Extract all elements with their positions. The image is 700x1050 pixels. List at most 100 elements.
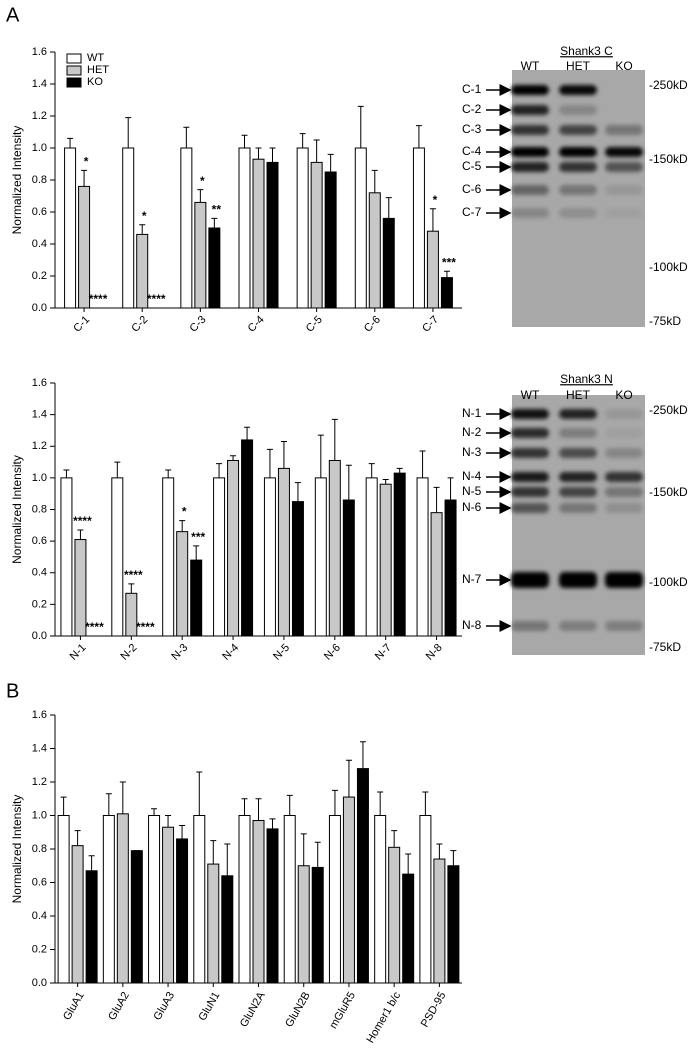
x-tick-label: C-7 bbox=[420, 314, 441, 335]
bar bbox=[194, 201, 207, 309]
panel-label: B bbox=[6, 680, 19, 702]
bar bbox=[180, 147, 193, 309]
size-marker: -100kD bbox=[649, 575, 688, 589]
error-bar bbox=[74, 830, 81, 846]
band-label: C-3 bbox=[462, 122, 482, 136]
bar bbox=[85, 870, 98, 984]
error-bar bbox=[433, 486, 440, 513]
bar bbox=[221, 875, 234, 984]
y-tick-label: 0.8 bbox=[32, 174, 47, 186]
bar bbox=[207, 863, 220, 984]
legend-swatch bbox=[66, 65, 82, 76]
blot-band bbox=[511, 125, 549, 135]
blot-band bbox=[559, 428, 597, 438]
y-tick-label: 0.0 bbox=[32, 302, 47, 314]
lane-label: WT bbox=[521, 59, 540, 73]
bar bbox=[60, 477, 73, 637]
bar bbox=[148, 815, 161, 984]
blot-band bbox=[559, 85, 597, 95]
error-bar bbox=[165, 815, 172, 828]
blot-band bbox=[605, 208, 643, 218]
blot-band bbox=[559, 448, 597, 458]
x-tick-label: Homer1 b/c bbox=[364, 990, 403, 1046]
error-bar bbox=[357, 105, 364, 148]
bar bbox=[102, 815, 115, 984]
bar bbox=[324, 171, 337, 309]
panel-label: A bbox=[6, 4, 20, 26]
error-bar bbox=[197, 189, 204, 203]
error-bar bbox=[368, 463, 375, 478]
legend-swatch bbox=[66, 53, 82, 64]
error-bar bbox=[114, 461, 121, 478]
y-tick-label: 0.0 bbox=[32, 977, 47, 989]
blot-band bbox=[511, 147, 549, 157]
x-tick-label: PSD-95 bbox=[419, 990, 449, 1029]
blot-band bbox=[559, 208, 597, 218]
bar bbox=[297, 865, 310, 984]
bar bbox=[266, 828, 279, 984]
blot-band bbox=[559, 105, 597, 115]
significance-label: **** bbox=[124, 568, 143, 582]
bar bbox=[433, 858, 446, 984]
size-marker: -250kD bbox=[649, 78, 688, 92]
y-tick-label: 0.6 bbox=[32, 206, 47, 218]
lane-label: KO bbox=[615, 388, 632, 402]
x-tick-label: C-1 bbox=[71, 314, 92, 335]
bar bbox=[238, 147, 251, 309]
x-tick-label: N-1 bbox=[68, 642, 89, 663]
bar bbox=[354, 147, 367, 309]
error-bar bbox=[105, 793, 112, 816]
blot-band bbox=[511, 105, 549, 115]
bar bbox=[176, 531, 189, 637]
band-label: N-7 bbox=[462, 572, 482, 586]
error-bar bbox=[269, 818, 276, 829]
y-tick-label: 1.0 bbox=[32, 809, 47, 821]
error-bar bbox=[211, 217, 218, 228]
error-bar bbox=[405, 853, 412, 875]
x-tick-label: N-4 bbox=[220, 642, 241, 663]
error-bar bbox=[382, 478, 389, 485]
significance-label: **** bbox=[136, 620, 155, 634]
blot-band bbox=[511, 428, 549, 438]
error-bar bbox=[385, 197, 392, 219]
bar bbox=[64, 147, 77, 309]
size-marker: -150kD bbox=[649, 152, 688, 166]
bar bbox=[311, 866, 324, 984]
error-bar bbox=[396, 467, 403, 474]
bar bbox=[213, 477, 226, 637]
y-tick-label: 0.8 bbox=[32, 843, 47, 855]
bar bbox=[393, 472, 406, 637]
bar bbox=[283, 815, 296, 984]
y-tick-label: 1.2 bbox=[32, 440, 47, 452]
lane-label: HET bbox=[566, 388, 591, 402]
error-bar bbox=[327, 153, 334, 172]
blot-band bbox=[559, 125, 597, 135]
size-marker: -250kD bbox=[649, 403, 688, 417]
error-bar bbox=[179, 825, 186, 839]
error-bar bbox=[415, 125, 422, 148]
significance-label: *** bbox=[442, 255, 456, 269]
x-tick-label: C-5 bbox=[304, 314, 325, 335]
blot-band bbox=[605, 125, 643, 135]
error-bar bbox=[266, 448, 273, 478]
blot-bands bbox=[511, 409, 643, 631]
y-tick-label: 0.2 bbox=[32, 598, 47, 610]
x-tick-label: GluA1 bbox=[61, 990, 87, 1022]
x-tick-label: N-3 bbox=[169, 642, 190, 663]
x-tick-label: N-5 bbox=[271, 642, 292, 663]
error-bar bbox=[345, 759, 352, 798]
bar bbox=[382, 217, 395, 309]
bar bbox=[426, 230, 439, 309]
error-bar bbox=[422, 791, 429, 816]
band-label: C-4 bbox=[462, 144, 482, 158]
blot-band bbox=[511, 572, 549, 588]
error-bar bbox=[244, 426, 251, 440]
y-tick-label: 1.2 bbox=[32, 776, 47, 788]
error-bar bbox=[359, 741, 366, 769]
error-bar bbox=[196, 771, 203, 816]
error-bar bbox=[63, 469, 70, 478]
blot-bands bbox=[511, 85, 643, 218]
error-bar bbox=[81, 169, 88, 187]
bar bbox=[263, 477, 276, 637]
